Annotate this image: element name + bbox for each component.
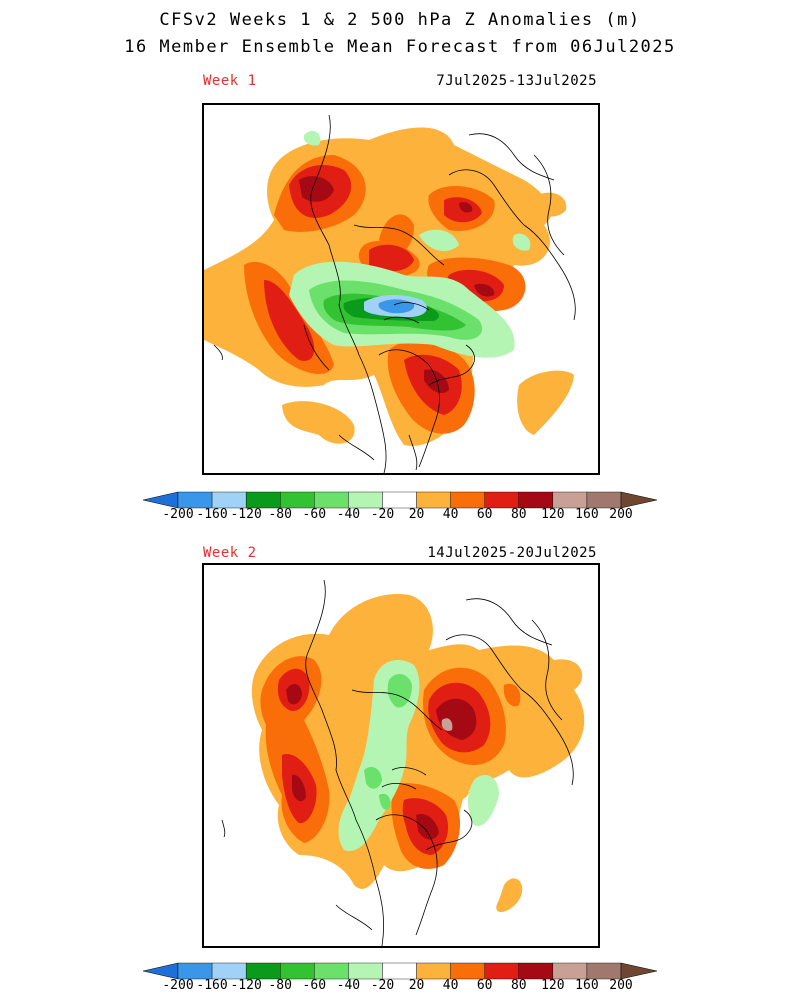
colorbar2-cell-6 — [382, 962, 417, 980]
colorbar1-tick-label: 60 — [476, 507, 493, 522]
colorbar2-cell-9 — [484, 962, 519, 980]
colorbar2-cell-10 — [518, 962, 554, 980]
colorbar1-cell-3 — [280, 491, 315, 509]
colorbar1-tick-label: 120 — [541, 507, 565, 522]
colorbar2-cell-4 — [314, 962, 349, 980]
colorbar2-tick-label: -20 — [370, 978, 395, 993]
colorbar2-tick-label: 160 — [575, 978, 599, 993]
week1-anomaly-map — [204, 114, 576, 473]
colorbar1-tick-label: 40 — [442, 507, 459, 522]
colorbar1-cell-1 — [211, 491, 247, 509]
colorbar1-tick-label: 20 — [408, 507, 425, 522]
week2-positive-20m-regions — [251, 594, 585, 913]
week2-colorbar-cells — [177, 962, 622, 980]
colorbar2-tick-label: 20 — [408, 978, 425, 993]
week1-coastlines — [213, 114, 576, 473]
week2-anomaly-map — [221, 579, 585, 946]
colorbar2-right-arrow — [620, 962, 658, 980]
week1-colorbar-cells — [177, 491, 622, 509]
colorbar1-tick-label: 80 — [510, 507, 527, 522]
colorbar2-cell-8 — [450, 962, 485, 980]
week2-colorbar: -200 -160 -120 -80 -60 -40 -20 20 40 60 80 120 160 20… — [143, 962, 659, 1002]
colorbar2-tick-label: -60 — [302, 978, 327, 993]
week1-colorbar-swatches — [143, 491, 658, 509]
colorbar2-cell-5 — [348, 962, 383, 980]
figure-title-line-1: CFSv2 Weeks 1 & 2 500 hPa Z Anomalies (m… — [159, 10, 641, 30]
colorbar1-cell-11 — [552, 491, 588, 509]
colorbar1-cell-8 — [450, 491, 485, 509]
colorbar1-tick-label: -160 — [196, 507, 228, 522]
colorbar2-cell-0 — [177, 962, 213, 980]
colorbar1-tick-label: -60 — [302, 507, 327, 522]
colorbar1-tick-label: 200 — [609, 507, 633, 522]
colorbar1-cell-4 — [314, 491, 349, 509]
colorbar1-tick-label: -200 — [162, 507, 194, 522]
colorbar1-cell-2 — [245, 491, 281, 509]
colorbar1-cell-9 — [484, 491, 519, 509]
week1-label: Week 1 — [203, 73, 257, 89]
week1-colorbar-ticks: -200 -160 -120 -80 -60 -40 -20 20 40 60 80 120 160 20… — [143, 507, 659, 525]
colorbar1-cell-6 — [382, 491, 417, 509]
colorbar2-tick-label: 60 — [476, 978, 493, 993]
colorbar2-tick-label: -40 — [336, 978, 361, 993]
week2-dates: 14Jul2025-20Jul2025 — [427, 545, 597, 561]
week2-positive-120m-regions — [441, 718, 453, 731]
colorbar1-cell-12 — [586, 491, 622, 509]
colorbar1-tick-label: 160 — [575, 507, 599, 522]
colorbar1-tick-label: -20 — [370, 507, 395, 522]
week1-dates: 7Jul2025-13Jul2025 — [436, 73, 597, 89]
colorbar1-tick-label: -40 — [336, 507, 361, 522]
colorbar1-tick-label: -120 — [230, 507, 262, 522]
week2-map-panel — [202, 563, 600, 948]
colorbar2-cell-11 — [552, 962, 588, 980]
colorbar1-left-arrow — [143, 491, 179, 509]
colorbar1-cell-0 — [177, 491, 213, 509]
colorbar2-left-arrow — [143, 962, 179, 980]
colorbar1-cell-10 — [518, 491, 554, 509]
figure-title-line-2: 16 Member Ensemble Mean Forecast from 06… — [124, 37, 676, 57]
colorbar2-cell-1 — [211, 962, 247, 980]
week1-colorbar: -200 -160 -120 -80 -60 -40 -20 20 40 60 80 120 160 20… — [143, 491, 659, 531]
week2-coastlines — [221, 579, 574, 946]
week1-map-panel — [202, 103, 600, 475]
week1-positive-80m-regions — [299, 176, 495, 394]
colorbar2-tick-label: -200 — [162, 978, 194, 993]
week2-negative-20m-regions — [338, 660, 499, 851]
colorbar2-cell-12 — [586, 962, 622, 980]
colorbar2-tick-label: -120 — [230, 978, 262, 993]
colorbar2-tick-label: 80 — [510, 978, 527, 993]
colorbar2-cell-7 — [416, 962, 451, 980]
colorbar2-cell-2 — [245, 962, 281, 980]
colorbar2-tick-label: -80 — [268, 978, 292, 993]
colorbar2-tick-label: -160 — [196, 978, 228, 993]
colorbar2-tick-label: 40 — [442, 978, 459, 993]
colorbar1-tick-label: -80 — [268, 507, 292, 522]
colorbar2-tick-label: 120 — [541, 978, 565, 993]
colorbar1-cell-7 — [416, 491, 451, 509]
colorbar1-cell-5 — [348, 491, 383, 509]
week2-colorbar-ticks: -200 -160 -120 -80 -60 -40 -20 20 40 60 80 120 160 20… — [143, 978, 659, 996]
colorbar2-tick-label: 200 — [609, 978, 633, 993]
colorbar1-right-arrow — [620, 491, 658, 509]
week2-label: Week 2 — [203, 545, 257, 561]
week2-colorbar-swatches — [143, 962, 658, 980]
colorbar2-cell-3 — [280, 962, 315, 980]
